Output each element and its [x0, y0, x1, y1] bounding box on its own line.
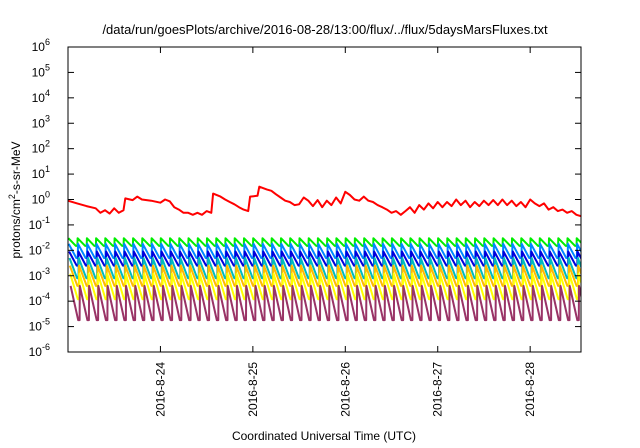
- x-axis-label: Coordinated Universal Time (UTC): [232, 429, 416, 443]
- x-tick-label: 2016-8-25: [246, 362, 260, 417]
- series-line: [68, 264, 581, 287]
- y-tick-label-base: 10: [32, 40, 46, 54]
- x-tick-label: 2016-8-26: [338, 362, 352, 417]
- y-tick-label-exp: 0: [45, 190, 50, 200]
- y-tick-label-base: 10: [29, 294, 43, 308]
- y-tick-label: 10-6: [29, 342, 50, 359]
- y-tick-label-exp: 3: [45, 113, 50, 123]
- y-tick-label-base: 10: [32, 91, 46, 105]
- y-tick-label: 10-4: [29, 291, 50, 308]
- y-tick-label: 105: [32, 62, 50, 79]
- series-line: [68, 185, 581, 218]
- series-line: [69, 284, 581, 322]
- y-tick-label-exp: 6: [45, 37, 50, 47]
- y-axis-label-base: protons/cm: [9, 199, 23, 258]
- series-line: [68, 257, 581, 280]
- series-group: [68, 185, 581, 322]
- y-tick-label-base: 10: [29, 243, 43, 257]
- y-tick-label: 10-5: [29, 317, 50, 334]
- y-tick-label-exp: -6: [42, 342, 50, 352]
- y-tick-label-base: 10: [29, 269, 43, 283]
- x-tick-label: 2016-8-28: [523, 362, 537, 417]
- y-tick-label-base: 10: [32, 167, 46, 181]
- y-tick-label-base: 10: [32, 193, 46, 207]
- series-line: [68, 237, 581, 247]
- y-tick-label-exp: -4: [42, 291, 50, 301]
- y-axis-label: protons/cm2-s-sr-MeV: [7, 141, 23, 258]
- series-line: [68, 250, 581, 267]
- y-tick-label-exp: -5: [42, 317, 50, 327]
- y-axis: 10-610-510-410-310-210-11001011021031041…: [29, 37, 581, 359]
- y-axis-label-sup: 2: [7, 194, 17, 199]
- y-tick-label-base: 10: [29, 345, 43, 359]
- y-tick-label-base: 10: [32, 65, 46, 79]
- y-tick-label: 10-3: [29, 266, 50, 283]
- y-tick-label: 103: [32, 113, 50, 130]
- y-tick-label: 100: [32, 190, 50, 207]
- x-tick-label: 2016-8-24: [153, 362, 167, 417]
- y-tick-label-base: 10: [32, 142, 46, 156]
- y-tick-label-exp: 1: [45, 164, 50, 174]
- y-tick-label-exp: -2: [42, 240, 50, 250]
- y-tick-label-base: 10: [29, 320, 43, 334]
- x-axis: 2016-8-24 2016-8-25 2016-8-26 2016-8-27 2016…: [153, 47, 537, 417]
- y-tick-label-base: 10: [29, 218, 43, 232]
- series-line: [68, 242, 581, 259]
- y-axis-label-rest: -s-sr-MeV: [9, 141, 23, 194]
- y-tick-label: 101: [32, 164, 50, 181]
- y-tick-label: 102: [32, 139, 50, 156]
- y-tick-label-exp: 2: [45, 139, 50, 149]
- series-line: [69, 272, 581, 301]
- y-tick-label-exp: -1: [42, 215, 50, 225]
- y-tick-label-exp: -3: [42, 266, 50, 276]
- y-tick-label: 106: [32, 37, 50, 54]
- y-tick-label: 10-2: [29, 240, 50, 257]
- y-tick-label-exp: 5: [45, 62, 50, 72]
- y-tick-label: 104: [32, 88, 50, 105]
- chart-title: /data/run/goesPlots/archive/2016-08-28/1…: [102, 22, 548, 37]
- y-tick-label-base: 10: [32, 116, 46, 130]
- y-tick-label: 10-1: [29, 215, 50, 232]
- y-tick-label-exp: 4: [45, 88, 50, 98]
- x-tick-label: 2016-8-27: [431, 362, 445, 417]
